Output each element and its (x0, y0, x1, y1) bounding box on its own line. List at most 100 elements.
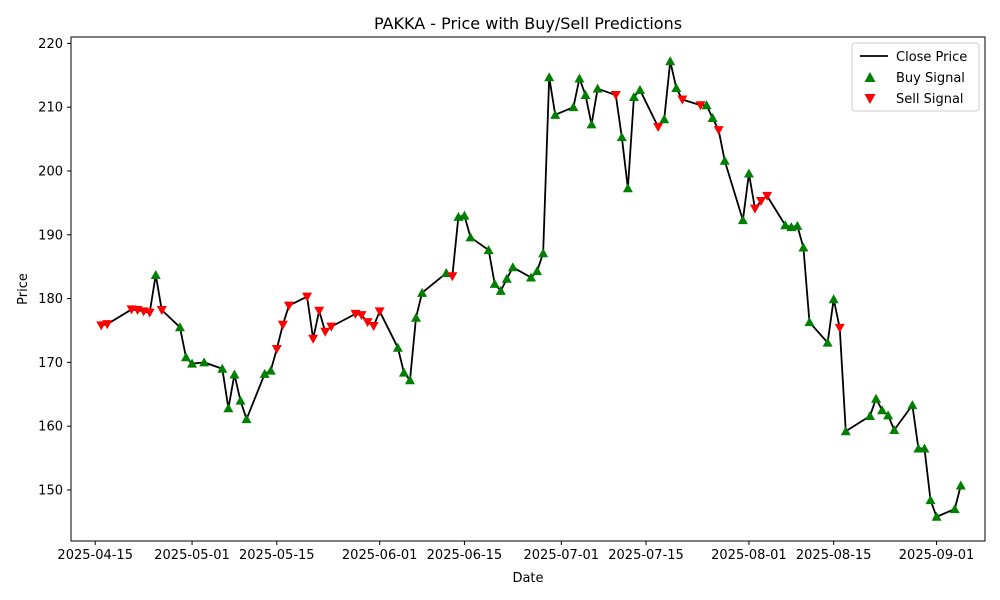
buy-signal-marker (404, 375, 415, 385)
buy-signal-marker (707, 113, 718, 123)
close-price-line (101, 60, 962, 518)
x-tick-label: 2025-05-15 (239, 548, 315, 563)
y-axis: 150 160 170 180 190 200 210 220 (38, 37, 71, 498)
buy-signal-marker (259, 368, 270, 378)
chart-title: PAKKA - Price with Buy/Sell Predictions (374, 14, 682, 33)
sell-signal-marker (762, 191, 773, 201)
sell-signal-marker (677, 95, 688, 105)
buy-signal-marker (949, 504, 960, 514)
x-tick-label: 2025-07-15 (608, 548, 684, 563)
buy-signal-marker (628, 91, 639, 101)
sell-signal-marker (695, 101, 706, 111)
legend-sell-swatch (864, 94, 876, 104)
y-tick-label: 190 (38, 228, 63, 243)
buy-signal-marker (804, 317, 815, 327)
sell-signal-layer (96, 91, 845, 354)
sell-signal-marker (374, 307, 385, 317)
buy-signal-marker (798, 242, 809, 252)
buy-signal-marker (871, 393, 882, 403)
sell-signal-marker (653, 122, 664, 132)
buy-signal-marker (743, 168, 754, 178)
buy-signal-marker (877, 405, 888, 415)
buy-signal-marker (828, 294, 839, 304)
legend-buy-label: Buy Signal (896, 71, 965, 86)
buy-signal-marker (174, 322, 185, 332)
legend-close-label: Close Price (896, 50, 967, 65)
buy-signal-marker (919, 443, 930, 453)
buy-signal-marker (538, 248, 549, 258)
buy-signal-marker (592, 83, 603, 93)
legend-box (851, 42, 980, 112)
buy-signal-marker (616, 132, 627, 142)
buy-signal-marker (265, 365, 276, 375)
legend-buy-swatch (864, 72, 876, 82)
buy-signal-marker (701, 100, 712, 110)
buy-signal-marker (150, 269, 161, 279)
y-tick-label: 170 (38, 356, 63, 371)
buy-signal-marker (459, 210, 470, 220)
x-axis: 2025-04-15 2025-05-01 2025-05-15 2025-06-01… (57, 541, 974, 563)
sell-signal-marker (610, 91, 621, 101)
sell-signal-marker (277, 320, 288, 330)
buy-signal-marker (392, 342, 403, 352)
buy-signal-marker (229, 369, 240, 379)
buy-signal-marker (840, 426, 851, 436)
buy-signal-marker (955, 480, 966, 490)
legend: Close Price Buy Signal Sell Signal (851, 42, 980, 112)
sell-signal-marker (447, 272, 458, 282)
buy-signal-marker (574, 73, 585, 83)
x-tick-label: 2025-06-01 (342, 548, 418, 563)
buy-signal-marker (586, 119, 597, 129)
buy-signal-marker (398, 367, 409, 377)
buy-signal-marker (931, 511, 942, 521)
sell-signal-marker (156, 306, 167, 316)
buy-signal-marker (199, 357, 210, 367)
buy-signal-marker (465, 232, 476, 242)
sell-signal-marker (362, 318, 373, 328)
buy-signal-marker (889, 424, 900, 434)
buy-signal-marker (822, 337, 833, 347)
buy-signal-marker (568, 102, 579, 112)
buy-signal-marker (883, 410, 894, 420)
legend-sell-label: Sell Signal (896, 92, 964, 107)
buy-signal-marker (235, 395, 246, 405)
buy-signal-marker (532, 266, 543, 276)
y-tick-label: 160 (38, 420, 63, 435)
buy-signal-marker (495, 285, 506, 295)
sell-signal-marker (713, 126, 724, 136)
buy-signal-marker (489, 278, 500, 288)
buy-signal-marker (526, 272, 537, 282)
sell-signal-marker (756, 196, 767, 206)
close-price-layer (101, 60, 962, 518)
buy-signal-marker (411, 312, 422, 322)
x-tick-label: 2025-06-15 (427, 548, 503, 563)
sell-signal-marker (271, 344, 282, 354)
sell-signal-marker (283, 301, 294, 311)
sell-signal-marker (834, 323, 845, 333)
buy-signal-marker (792, 220, 803, 230)
buy-signal-marker (217, 363, 228, 373)
sell-signal-marker (144, 308, 155, 318)
x-tick-label: 2025-08-15 (796, 548, 872, 563)
sell-signal-marker (302, 292, 313, 302)
y-axis-label: Price (16, 273, 31, 305)
sell-signal-marker (102, 320, 113, 330)
sell-signal-marker (368, 322, 379, 332)
buy-signal-marker (550, 109, 561, 119)
buy-signal-marker (507, 262, 518, 272)
x-tick-label: 2025-09-01 (899, 548, 975, 563)
sell-signal-marker (308, 334, 319, 344)
buy-signal-marker (659, 114, 670, 124)
buy-signal-marker (417, 287, 428, 297)
buy-signal-marker (580, 90, 591, 100)
x-tick-label: 2025-05-01 (154, 548, 230, 563)
x-tick-label: 2025-07-01 (524, 548, 600, 563)
y-tick-label: 220 (38, 37, 63, 52)
buy-signal-marker (719, 155, 730, 165)
y-tick-label: 180 (38, 292, 63, 307)
buy-signal-marker (780, 220, 791, 230)
sell-signal-marker (749, 204, 760, 214)
buy-signal-marker (925, 495, 936, 505)
plot-frame (70, 36, 986, 542)
